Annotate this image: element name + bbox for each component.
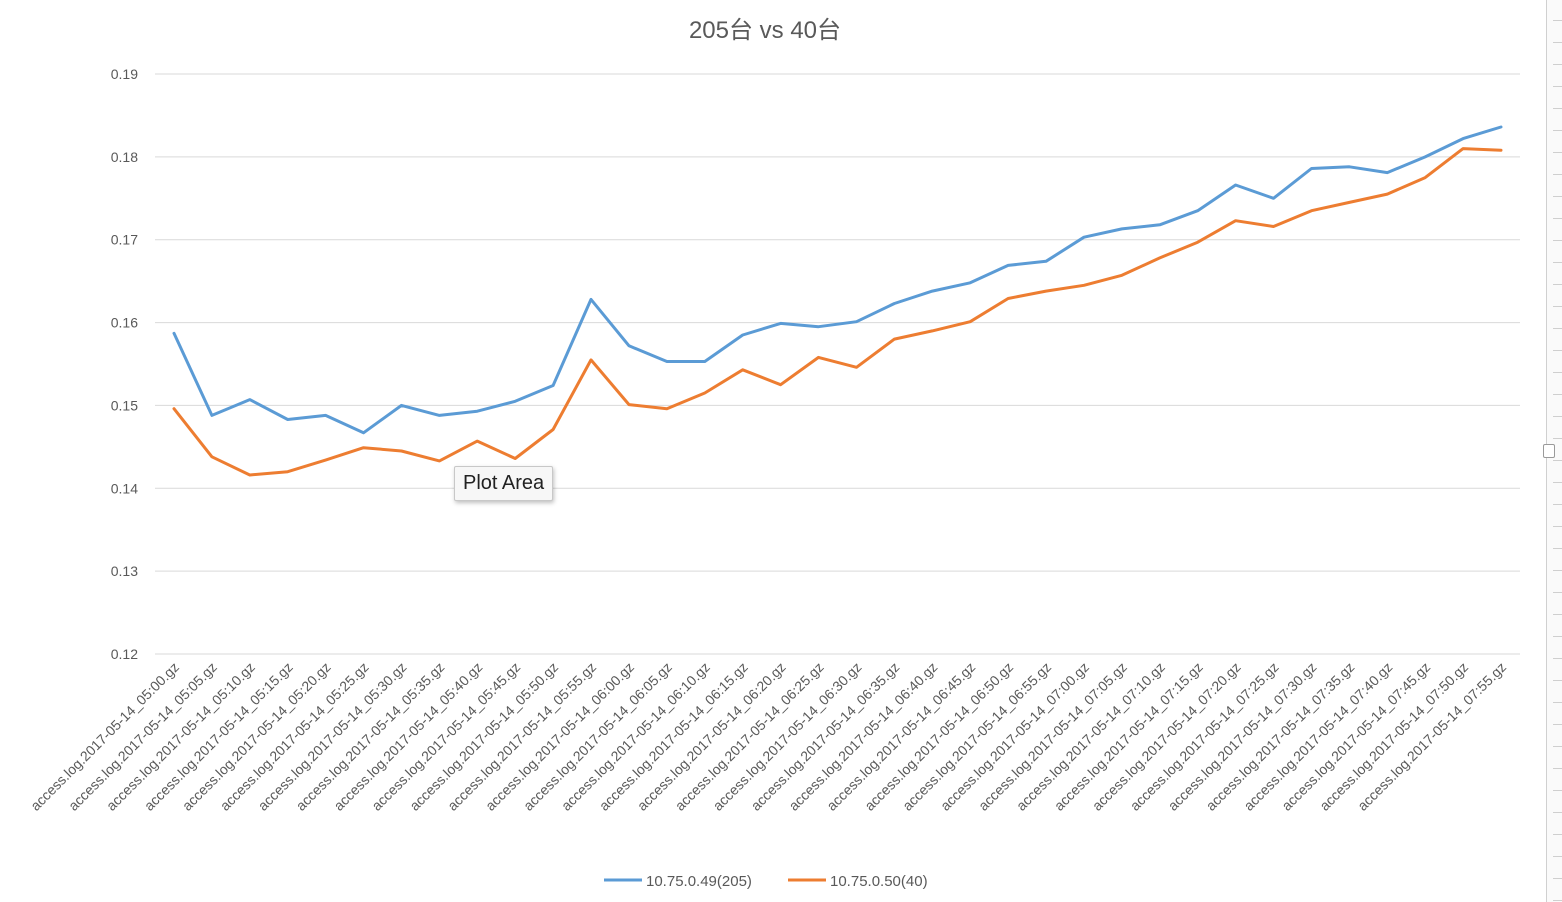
ruler-tick bbox=[1553, 614, 1562, 615]
ruler-tick bbox=[1553, 592, 1562, 593]
ruler-tick bbox=[1553, 548, 1562, 549]
legend-label[interactable]: 10.75.0.50(40) bbox=[830, 873, 928, 890]
plot-area-tooltip: Plot Area bbox=[454, 466, 554, 501]
ruler-tick bbox=[1553, 42, 1562, 43]
series-line-2[interactable] bbox=[172, 147, 1503, 477]
ruler-tick bbox=[1553, 680, 1562, 681]
ruler-tick bbox=[1553, 790, 1562, 791]
ruler-tick bbox=[1553, 526, 1562, 527]
series-line-1[interactable] bbox=[172, 125, 1503, 435]
legend-label[interactable]: 10.75.0.49(205) bbox=[646, 873, 752, 890]
ruler-tick bbox=[1553, 108, 1562, 109]
ruler-tick bbox=[1553, 372, 1562, 373]
ruler-tick bbox=[1553, 812, 1562, 813]
legend[interactable]: 10.75.0.49(205) 10.75.0.50(40) bbox=[604, 873, 928, 890]
ruler-tick bbox=[1553, 658, 1562, 659]
ruler-tick bbox=[1553, 438, 1562, 439]
y-tick-label: 0.13 bbox=[111, 563, 138, 579]
ruler-tick bbox=[1553, 218, 1562, 219]
ruler-tick bbox=[1553, 900, 1562, 901]
y-tick-label: 0.16 bbox=[111, 315, 138, 331]
ruler-tick bbox=[1553, 306, 1562, 307]
ruler-tick bbox=[1553, 416, 1562, 417]
ruler-tick bbox=[1553, 152, 1562, 153]
y-tick-label: 0.17 bbox=[111, 232, 138, 248]
ruler-tick bbox=[1553, 746, 1562, 747]
ruler-tick bbox=[1553, 768, 1562, 769]
ruler-tick bbox=[1553, 636, 1562, 637]
y-tick-label: 0.15 bbox=[111, 397, 138, 413]
ruler-tick bbox=[1553, 130, 1562, 131]
chart-title: 205台 vs 40台 bbox=[688, 17, 842, 44]
ruler-tick bbox=[1553, 856, 1562, 857]
ruler-tick bbox=[1553, 504, 1562, 505]
ruler-tick bbox=[1553, 262, 1562, 263]
ruler-tick bbox=[1553, 64, 1562, 65]
ruler-tick bbox=[1553, 196, 1562, 197]
ruler-tick bbox=[1553, 350, 1562, 351]
ruler-tick bbox=[1553, 86, 1562, 87]
ruler-tick bbox=[1553, 724, 1562, 725]
ruler-tick bbox=[1553, 834, 1562, 835]
y-axis-tick-labels: 0.19 0.18 0.17 0.16 0.15 0.14 0.13 0.12 bbox=[111, 66, 138, 662]
y-tick-label: 0.14 bbox=[111, 480, 138, 496]
ruler-tick bbox=[1553, 394, 1562, 395]
y-tick-label: 0.12 bbox=[111, 646, 138, 662]
ruler-tick bbox=[1553, 878, 1562, 879]
ruler-tick bbox=[1553, 240, 1562, 241]
ruler-tick bbox=[1553, 328, 1562, 329]
ruler-tick bbox=[1553, 570, 1562, 571]
ruler-tick bbox=[1553, 174, 1562, 175]
x-axis-tick-labels: access.log.2017-05-14_05:00.gzaccess.log… bbox=[27, 659, 1509, 814]
resize-handle[interactable] bbox=[1543, 444, 1555, 458]
ruler-tick bbox=[1553, 702, 1562, 703]
series-lines[interactable] bbox=[172, 125, 1503, 477]
grid-lines bbox=[155, 73, 1520, 655]
ruler-tick bbox=[1553, 284, 1562, 285]
ruler-tick bbox=[1553, 460, 1562, 461]
y-tick-label: 0.19 bbox=[111, 66, 138, 82]
ruler-tick bbox=[1553, 482, 1562, 483]
ruler-tick bbox=[1553, 20, 1562, 21]
y-tick-label: 0.18 bbox=[111, 149, 138, 165]
